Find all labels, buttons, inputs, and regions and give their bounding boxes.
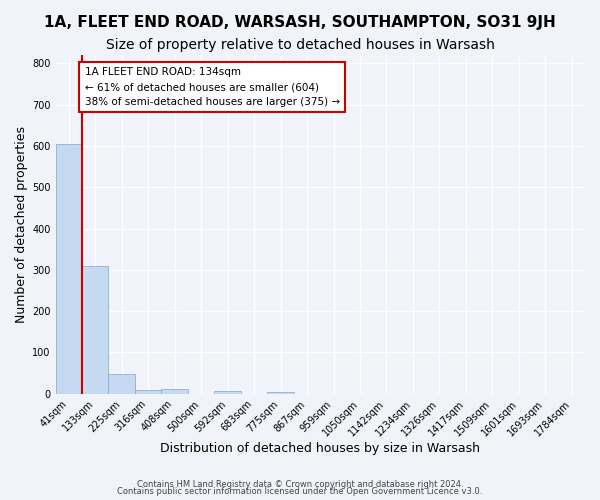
Text: Contains public sector information licensed under the Open Government Licence v3: Contains public sector information licen… bbox=[118, 488, 482, 496]
Y-axis label: Number of detached properties: Number of detached properties bbox=[15, 126, 28, 323]
Text: 1A FLEET END ROAD: 134sqm
← 61% of detached houses are smaller (604)
38% of semi: 1A FLEET END ROAD: 134sqm ← 61% of detac… bbox=[85, 68, 340, 107]
Bar bbox=[214, 390, 241, 394]
Bar bbox=[135, 390, 161, 394]
Bar bbox=[109, 374, 135, 394]
Bar bbox=[82, 266, 109, 394]
X-axis label: Distribution of detached houses by size in Warsash: Distribution of detached houses by size … bbox=[160, 442, 480, 455]
Bar bbox=[268, 392, 294, 394]
Text: 1A, FLEET END ROAD, WARSASH, SOUTHAMPTON, SO31 9JH: 1A, FLEET END ROAD, WARSASH, SOUTHAMPTON… bbox=[44, 15, 556, 30]
Bar bbox=[56, 144, 82, 394]
Bar bbox=[161, 389, 188, 394]
Text: Contains HM Land Registry data © Crown copyright and database right 2024.: Contains HM Land Registry data © Crown c… bbox=[137, 480, 463, 489]
Text: Size of property relative to detached houses in Warsash: Size of property relative to detached ho… bbox=[106, 38, 494, 52]
